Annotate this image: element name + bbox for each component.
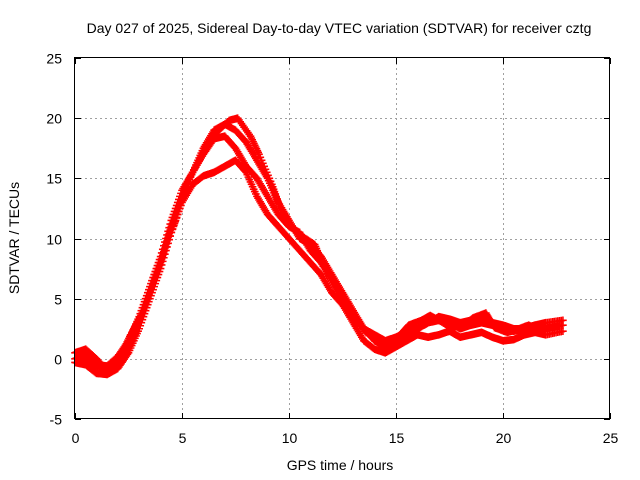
data-point [143, 291, 152, 300]
x-tick-label: 5 [179, 430, 187, 446]
data-point [139, 306, 148, 315]
y-tick-label: 10 [46, 232, 62, 248]
data-point [145, 285, 154, 294]
x-tick-label: 0 [72, 430, 80, 446]
chart-title: Day 027 of 2025, Sidereal Day-to-day VTE… [87, 20, 592, 36]
data-point [175, 204, 184, 213]
y-axis-label: SDTVAR / TECUs [6, 182, 22, 294]
y-tick-label: 5 [54, 292, 62, 308]
grid [75, 58, 610, 419]
data-point [174, 207, 183, 216]
data-points [71, 114, 567, 379]
x-tick-label: 15 [389, 430, 405, 446]
axis-ticks: 0 5 10 15 20 25 -5 0 5 10 15 20 25 [46, 51, 618, 447]
y-tick-label: 15 [46, 171, 62, 187]
y-tick-label: 25 [46, 51, 62, 67]
data-point [135, 324, 143, 333]
data-point [147, 279, 155, 288]
y-tick-label: -5 [50, 412, 63, 428]
data-point [559, 327, 567, 335]
data-point [146, 282, 155, 291]
data-point [140, 303, 149, 312]
data-point [142, 297, 150, 306]
data-point [143, 294, 151, 303]
data-point [176, 201, 185, 210]
data-point [180, 186, 189, 195]
data-point [141, 300, 149, 309]
data-point [173, 210, 182, 219]
plot-frame [74, 57, 610, 419]
y-tick-label: 0 [54, 352, 62, 368]
x-tick-label: 20 [496, 430, 512, 446]
data-point [144, 288, 153, 297]
x-axis-label: GPS time / hours [287, 457, 394, 473]
data-point [181, 183, 190, 192]
data-point [177, 198, 185, 207]
y-tick-label: 20 [46, 111, 62, 127]
x-tick-label: 25 [603, 430, 619, 446]
data-point [179, 189, 188, 198]
data-point [554, 322, 563, 331]
x-tick-label: 10 [282, 430, 298, 446]
data-point [179, 192, 187, 201]
data-point [178, 195, 186, 204]
data-point [559, 321, 567, 329]
